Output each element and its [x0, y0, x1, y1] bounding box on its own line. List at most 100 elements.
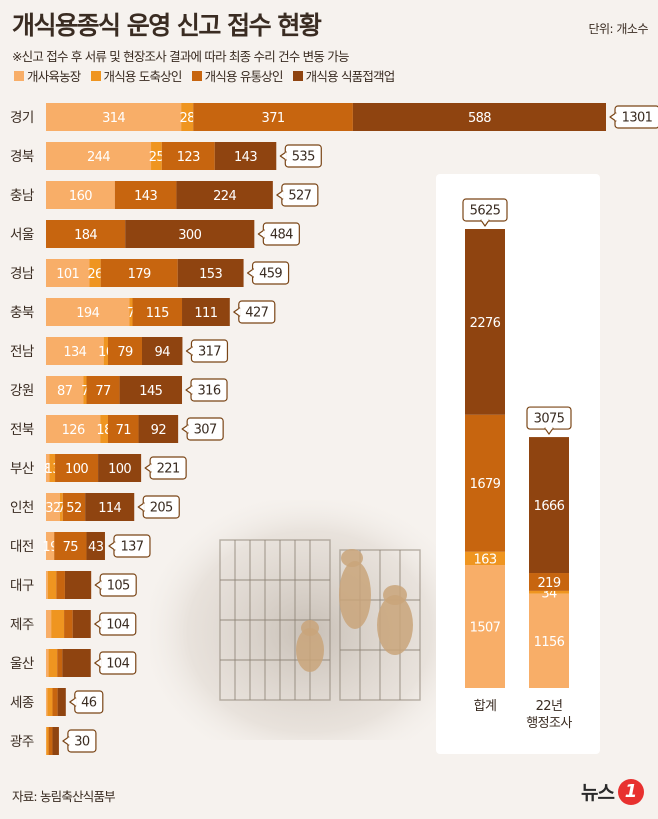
legend-swatch-slaughter [90, 70, 101, 81]
summary-1-total-text: 3075 [534, 412, 565, 427]
region-16-total-text: 30 [74, 735, 90, 750]
region-2-label: 충남 [10, 188, 34, 204]
region-6-bar-slaughter [103, 337, 108, 365]
region-5-label: 충북 [10, 305, 34, 321]
region-14-total: 104 [94, 651, 137, 675]
legend-swatch-restaurant [292, 70, 303, 81]
summary-0-total-pointer [480, 219, 490, 227]
region-10-label: 인천 [10, 500, 34, 516]
region-12-total-text: 105 [107, 579, 130, 594]
region-4-bar-distributor [100, 259, 178, 287]
region-6-bar-distributor [107, 337, 142, 365]
region-5-total-text: 427 [245, 306, 268, 321]
region-6-value-farm: 134 [63, 345, 86, 360]
region-8-total-pointer [181, 424, 189, 434]
region-3-value-restaurant: 300 [178, 228, 201, 243]
logo-text: 뉴스 [581, 782, 615, 804]
legend-label-slaughter: 개식용 도축상인 [103, 69, 183, 84]
summary-0-value-farm: 1507 [470, 621, 501, 636]
region-12-bar-slaughter [47, 571, 57, 599]
region-7-value-slaughter: 7 [81, 384, 89, 399]
region-13-bar-farm [46, 610, 52, 638]
region-4-value-distributor: 179 [128, 267, 151, 282]
region-8-bar-slaughter [100, 415, 108, 443]
summary-0-bar-distributor [465, 414, 505, 552]
region-9-value-farm: 8 [44, 462, 52, 477]
region-1-value-distributor: 123 [177, 150, 200, 165]
region-11-value-distributor: 75 [63, 540, 79, 555]
region-6-total-text: 317 [198, 345, 221, 360]
region-2-value-farm: 160 [69, 189, 92, 204]
region-2-total: 527 [276, 183, 319, 207]
region-7-bar-distributor [86, 376, 120, 404]
region-12-bar-distributor [56, 571, 65, 599]
region-10-value-farm: 32 [45, 501, 60, 516]
region-7-value-restaurant: 145 [139, 384, 162, 399]
summary-0-value-slaughter: 163 [473, 552, 496, 567]
region-1-value-farm: 244 [87, 150, 110, 165]
region-10-value-slaughter: 7 [57, 501, 65, 516]
region-10-total-pointer [137, 502, 145, 512]
region-8-total-text: 307 [194, 423, 217, 438]
region-7-bar-farm [46, 376, 84, 404]
region-4-bar-farm [46, 259, 90, 287]
region-0-bar-slaughter [181, 103, 194, 131]
summary-1-bar-slaughter [529, 590, 569, 594]
summary-0-label-0: 합계 [474, 699, 497, 714]
region-6-total-pointer [185, 346, 193, 356]
region-0-bar-distributor [193, 103, 353, 131]
region-7-bar-slaughter [83, 376, 87, 404]
region-4-value-restaurant: 153 [199, 267, 222, 282]
chart-title: 개식용종식 운영 신고 접수 현황 [12, 11, 322, 40]
region-0-value-farm: 314 [102, 111, 125, 126]
region-15-bar-restaurant [57, 688, 66, 716]
region-7-label: 강원 [10, 383, 34, 399]
summary-0-value-restaurant: 2276 [470, 316, 501, 331]
region-3-total-pointer [257, 229, 265, 239]
region-10-total: 205 [137, 495, 180, 519]
region-4-bar-restaurant [177, 259, 244, 287]
region-16-total: 30 [62, 729, 97, 753]
region-9-bar-distributor [55, 454, 99, 482]
region-10-bar-restaurant [85, 493, 135, 521]
region-16-bar-distributor [48, 727, 53, 755]
region-7-value-distributor: 77 [95, 384, 111, 399]
region-1-bar-farm [46, 142, 152, 170]
summary-1-label-0: 22년 [536, 699, 563, 714]
summary-1-bar-farm [529, 593, 569, 688]
region-9-value-distributor: 100 [65, 462, 88, 477]
legend: 개사육농장 개식용 도축상인 개식용 유통상인 개식용 식품접객업 [14, 66, 395, 85]
region-9-total: 221 [144, 456, 187, 480]
region-0-value-restaurant: 588 [468, 111, 491, 126]
legend-item-farm: 개사육농장 [14, 66, 81, 85]
legend-swatch-distributor [191, 70, 202, 81]
legend-swatch-farm [14, 70, 24, 81]
source-text: 자료: 농림축산식품부 [12, 789, 116, 804]
region-0-total: 1301 [609, 105, 658, 129]
region-0-bar-restaurant [352, 103, 606, 131]
legend-item-restaurant: 개식용 식품접객업 [292, 66, 395, 85]
region-11-value-restaurant: 43 [88, 540, 104, 555]
region-0-total-text: 1301 [622, 111, 653, 126]
summary-1-bar-restaurant [529, 437, 569, 574]
region-0-label: 경기 [10, 110, 34, 126]
region-2-bar-distributor [114, 181, 177, 209]
region-15-bar-slaughter [47, 688, 53, 716]
legend-item-distributor: 개식용 유통상인 [191, 66, 284, 85]
region-9-total-pointer [144, 463, 152, 473]
region-4-bar-slaughter [89, 259, 101, 287]
logo-mark: 1 [618, 778, 644, 805]
region-9-label: 부산 [10, 461, 34, 477]
summary-1-value-restaurant: 1666 [534, 499, 565, 514]
region-12-bar-farm [46, 571, 48, 599]
region-13-total: 104 [94, 612, 137, 636]
region-9-total-text: 221 [157, 462, 180, 477]
region-3-total-text: 484 [270, 228, 293, 243]
region-10-value-distributor: 52 [66, 501, 81, 516]
region-5-total: 427 [233, 300, 276, 324]
region-6-bar-restaurant [141, 337, 183, 365]
legend-label-distributor: 개식용 유통상인 [204, 69, 284, 84]
summary-1-total: 3075 [526, 406, 572, 435]
region-8-label: 전북 [10, 422, 34, 438]
region-15-total: 46 [69, 690, 104, 714]
